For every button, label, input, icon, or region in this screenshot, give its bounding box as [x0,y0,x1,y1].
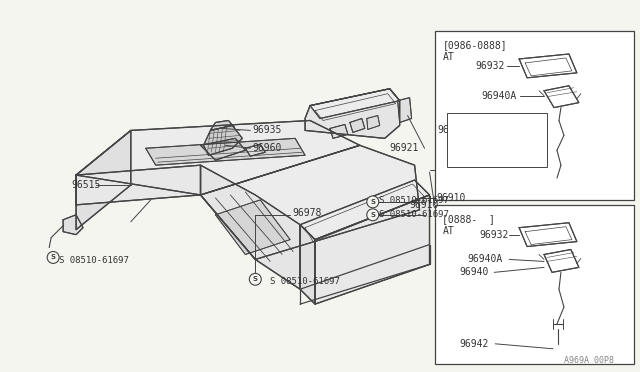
Text: 96960: 96960 [252,143,282,153]
Circle shape [47,251,59,263]
Polygon shape [200,165,300,289]
Circle shape [572,70,577,76]
Circle shape [367,196,379,208]
Text: 96932: 96932 [476,61,505,71]
Text: AT: AT [442,226,454,236]
Polygon shape [305,89,399,138]
Polygon shape [310,89,399,119]
Text: 96515: 96515 [71,180,100,190]
Text: S: S [371,199,375,205]
Text: 96940: 96940 [460,267,489,278]
Circle shape [367,209,379,221]
Text: S: S [371,212,375,218]
Text: AT: AT [442,52,454,62]
Text: 96935: 96935 [252,125,282,135]
Text: S 08510-61697: S 08510-61697 [59,256,129,265]
Polygon shape [519,54,577,78]
Text: [0986-0888]: [0986-0888] [442,40,507,50]
Text: 96978: 96978 [292,208,321,218]
Circle shape [250,273,261,285]
Polygon shape [146,138,305,165]
Polygon shape [216,200,290,254]
Text: 96942: 96942 [460,339,489,349]
Polygon shape [367,116,380,129]
Polygon shape [315,195,429,304]
Bar [435,205,634,364]
Text: 96940A: 96940A [467,254,502,264]
Circle shape [552,178,562,188]
Text: 96921: 96921 [390,143,419,153]
Text: S: S [253,276,258,282]
Text: 96910: 96910 [436,193,466,203]
Polygon shape [204,125,243,155]
Text: 96910: 96910 [410,200,439,210]
Circle shape [524,76,529,80]
Polygon shape [330,125,348,138]
Circle shape [520,58,525,63]
Circle shape [572,239,577,244]
Polygon shape [200,145,420,259]
Circle shape [520,227,525,232]
Polygon shape [300,225,315,304]
Polygon shape [350,119,365,132]
Text: 96944A: 96944A [458,143,493,153]
Text: S: S [51,254,56,260]
Text: S 08510-61697: S 08510-61697 [379,210,449,219]
Polygon shape [63,215,83,235]
Text: 96940A: 96940A [481,91,516,101]
Text: S 08510-61697: S 08510-61697 [270,277,340,286]
Circle shape [553,344,563,354]
Circle shape [568,222,573,227]
Polygon shape [397,98,412,122]
Text: S 08510-61697: S 08510-61697 [379,196,449,205]
Polygon shape [519,223,577,247]
Polygon shape [76,131,131,230]
Polygon shape [211,121,234,131]
Text: [0888-  ]: [0888- ] [442,214,495,224]
Bar [447,113,547,167]
Polygon shape [200,138,245,160]
Polygon shape [300,180,429,240]
Text: 96940: 96940 [438,125,467,135]
Text: 96932: 96932 [479,230,509,240]
Polygon shape [544,86,579,108]
Circle shape [568,54,573,58]
Text: A969A 00P8: A969A 00P8 [564,356,614,365]
Polygon shape [544,250,579,272]
Polygon shape [245,144,265,156]
Circle shape [524,244,529,249]
Polygon shape [76,165,200,205]
Bar [435,31,634,200]
Polygon shape [76,121,360,195]
